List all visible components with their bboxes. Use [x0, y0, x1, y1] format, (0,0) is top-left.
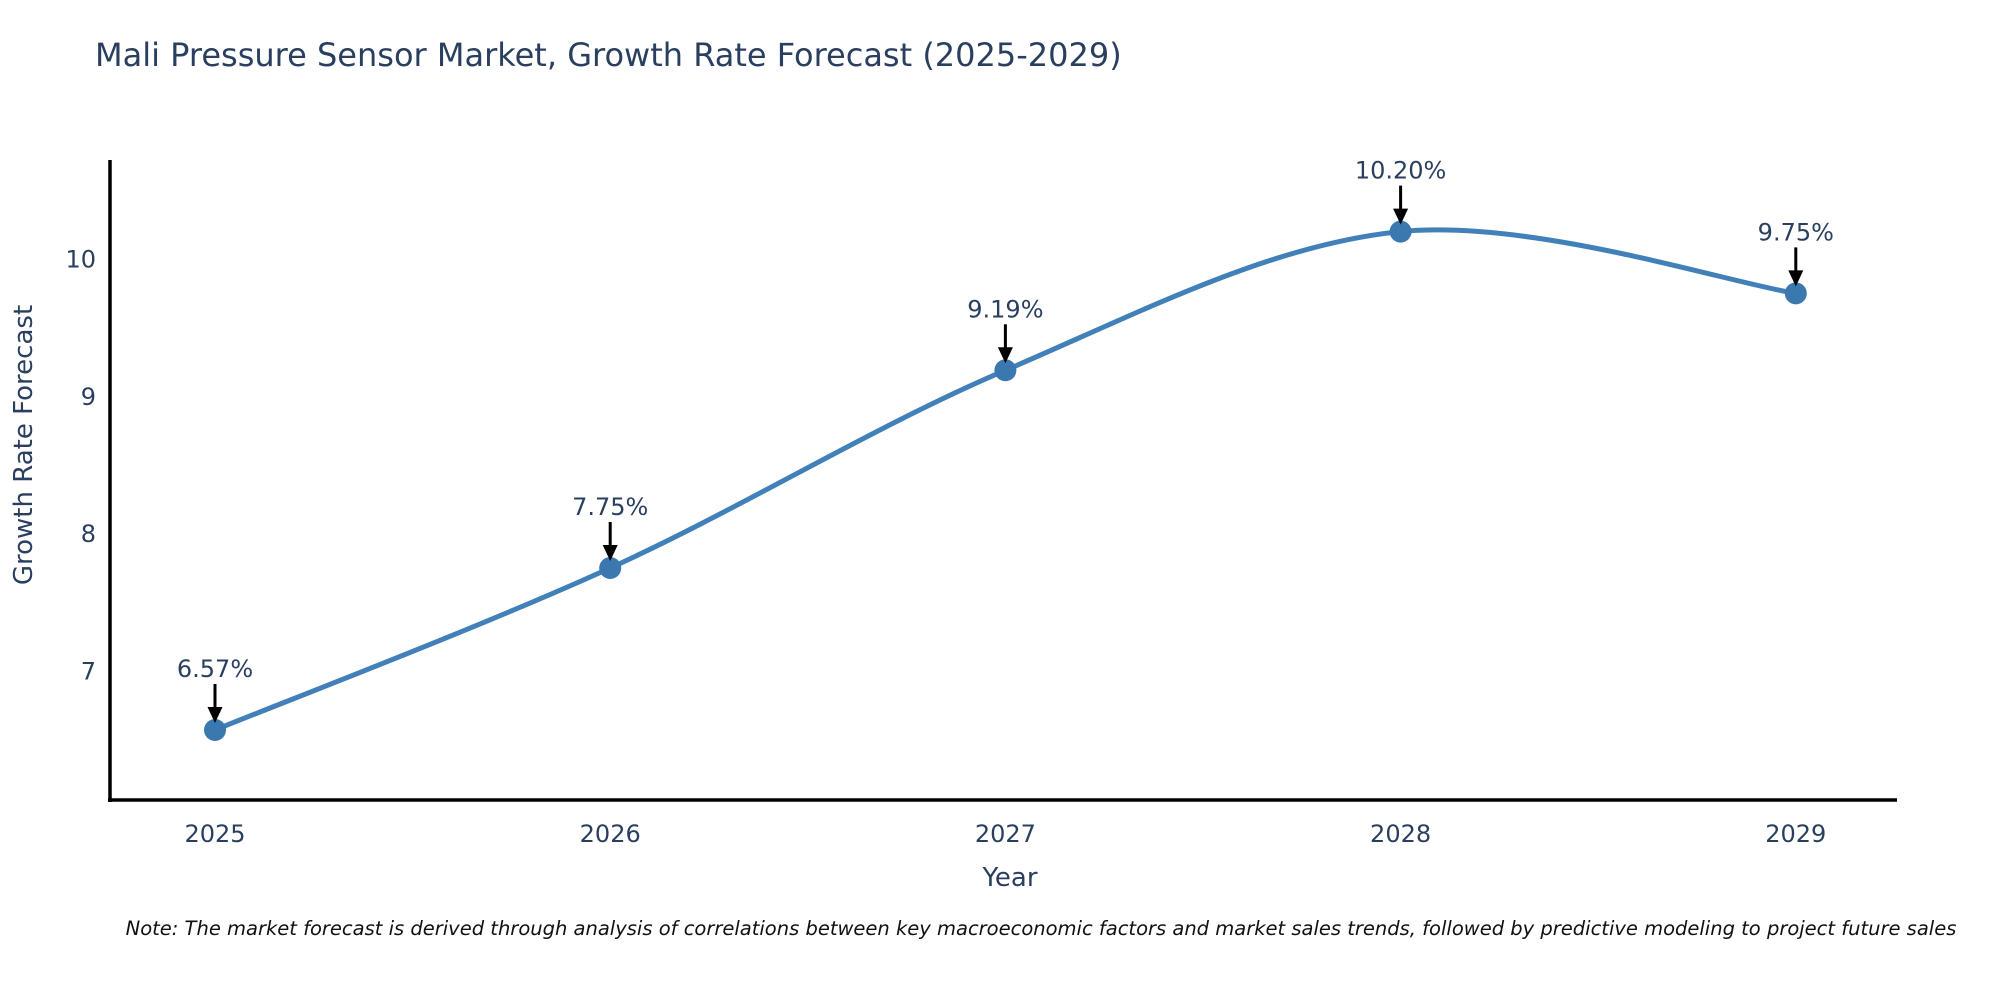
x-tick-label: 2029 — [1765, 820, 1826, 848]
annotation-label: 10.20% — [1355, 157, 1447, 185]
x-tick-label: 2025 — [184, 820, 245, 848]
annotation-label: 9.19% — [967, 295, 1043, 323]
annotation-label: 9.75% — [1758, 218, 1834, 246]
y-tick-label: 9 — [81, 383, 96, 411]
annotation-label: 6.57% — [177, 655, 253, 683]
annotation-arrow-head — [997, 347, 1013, 364]
y-tick-label: 8 — [81, 520, 96, 548]
y-tick-label: 10 — [65, 246, 96, 274]
data-point-marker — [1389, 220, 1412, 243]
annotation-arrow-head — [207, 707, 223, 723]
annotation-label: 7.75% — [572, 493, 648, 521]
x-axis-title: Year — [981, 863, 1037, 893]
annotation-arrow-head — [1393, 208, 1409, 225]
chart-title: Mali Pressure Sensor Market, Growth Rate… — [95, 36, 1122, 74]
annotation-arrow-head — [1788, 270, 1804, 287]
x-tick-label: 2028 — [1370, 820, 1431, 848]
data-point-marker — [204, 719, 226, 741]
data-point-marker — [599, 556, 622, 579]
data-point-marker — [1784, 282, 1807, 305]
y-axis-title: Growth Rate Forecast — [9, 305, 39, 585]
data-point-marker — [994, 359, 1017, 382]
footnote: Note: The market forecast is derived thr… — [125, 917, 1957, 940]
y-tick-label: 7 — [81, 657, 96, 685]
x-tick-label: 2026 — [580, 820, 641, 848]
x-tick-label: 2027 — [975, 820, 1036, 848]
annotation-arrow-head — [602, 544, 618, 561]
